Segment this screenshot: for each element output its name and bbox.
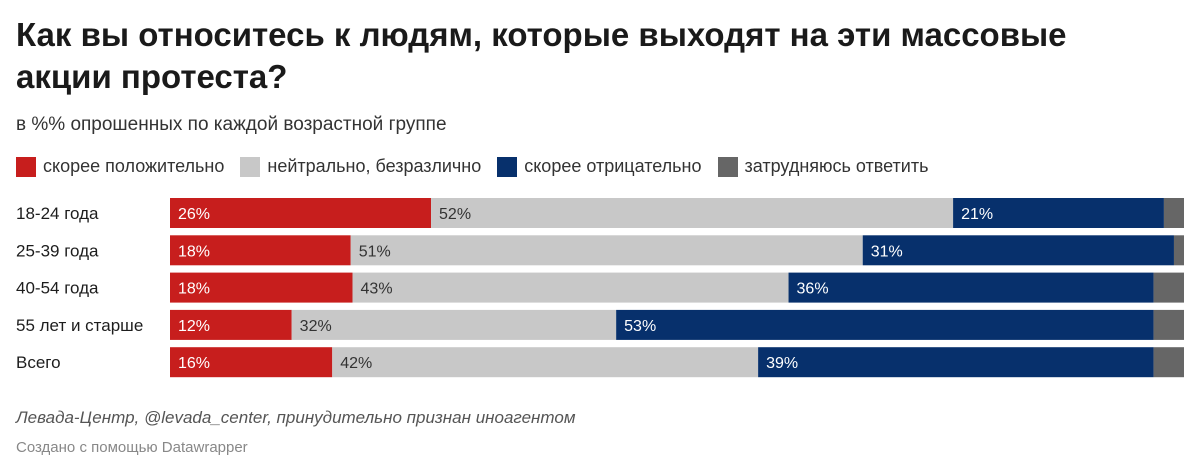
category-label: 40-54 года [16,279,99,298]
category-label: 25-39 года [16,241,99,260]
bar-segment-pos [170,235,351,266]
legend-swatch-positive [16,156,36,177]
data-label-neu: 52% [439,206,471,223]
bar-segment-pos [170,347,333,378]
bar-segment-pos [170,272,353,303]
data-label-neg: 36% [797,281,829,298]
data-label-neu: 32% [300,318,332,335]
data-label-pos: 26% [178,206,210,223]
bar-segment-neg [862,235,1174,266]
bar-segment-neu [350,235,863,266]
legend-label-positive: скорее положительно [43,156,225,176]
category-label: 18-24 года [16,204,99,223]
legend-swatch-negative [497,156,518,177]
bar-segment-neu [332,347,759,378]
chart-title: Как вы относитесь к людям, которые выход… [16,16,1067,95]
bar-segment-neu [352,272,789,303]
data-label-neg: 39% [766,355,798,372]
bar-segment-neg [953,198,1164,228]
category-label: 55 лет и старше [16,316,143,335]
data-label-pos: 12% [178,318,210,335]
legend-item-dont-know: затрудняюсь ответить [717,156,929,177]
bar-segment-dk [1153,272,1184,303]
bar-segment-dk [1163,198,1184,228]
legend: скорее положительно нейтрально, безразли… [16,156,944,177]
bar-segment-dk [1173,235,1184,266]
data-label-pos: 18% [178,243,210,260]
legend-item-negative: скорее отрицательно [497,156,702,177]
bar-segment-dk [1153,309,1184,340]
bar-segment-pos [170,309,292,340]
bar-segment-neg [758,347,1154,378]
data-label-neu: 51% [359,243,391,260]
bar-segment-pos [170,198,432,228]
legend-label-dont-know: затрудняюсь ответить [744,156,929,176]
data-label-neg: 21% [961,206,993,223]
bar-segment-neu [291,309,617,340]
legend-swatch-neutral [240,156,261,177]
data-label-neg: 31% [871,243,903,260]
legend-item-neutral: нейтрально, безразлично [240,156,481,177]
data-label-pos: 16% [178,355,210,372]
chart-subtitle: в %% опрошенных по каждой возрастной гру… [16,114,447,135]
legend-swatch-dont-know [717,156,738,177]
stacked-bar-chart: 18-24 года 26% 52% 21% 25-39 года 18% 51% 31% 40… [16,198,1184,378]
source-note: Левада-Центр, @levada_center, принудител… [16,408,576,427]
legend-label-neutral: нейтрально, безразлично [267,156,482,176]
data-label-neu: 43% [361,281,393,298]
legend-item-positive: скорее положительно [16,156,224,177]
data-label-neg: 53% [624,318,656,335]
category-label: Всего [16,353,61,372]
data-label-neu: 42% [340,355,372,372]
bar-segment-dk [1153,347,1184,378]
legend-label-negative: скорее отрицательно [524,156,702,176]
credit-note: Создано с помощью Datawrapper [16,439,248,456]
bar-segment-neg [616,309,1154,340]
bar-segment-neu [431,198,954,228]
data-label-pos: 18% [178,281,210,298]
bar-segment-neg [788,272,1154,303]
